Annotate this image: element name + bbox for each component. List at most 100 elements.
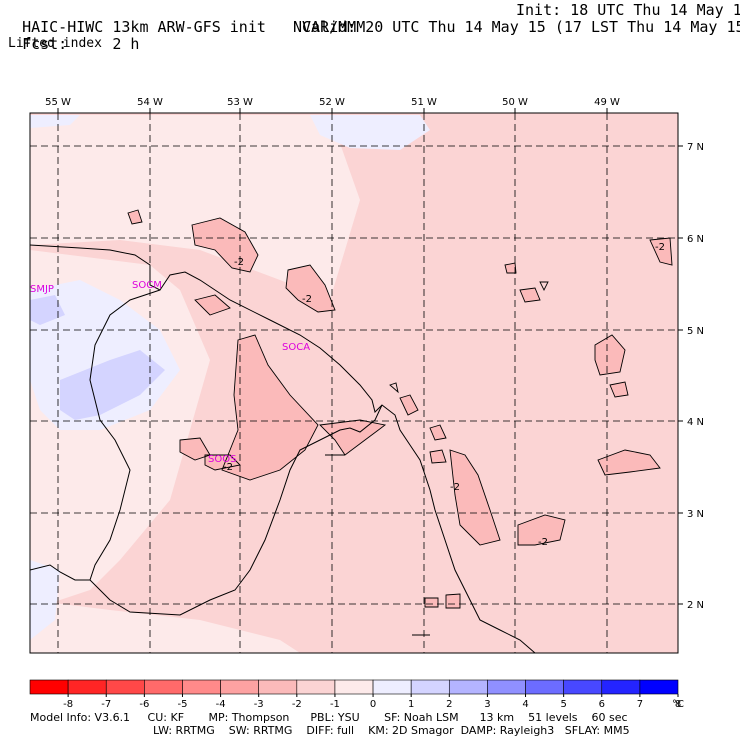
station-label: SOOS bbox=[208, 454, 236, 465]
colorbar-tick-label: -2 bbox=[292, 699, 302, 710]
colorbar-swatch bbox=[334, 679, 374, 695]
init-time: Init: 18 UTC Thu 14 May 15 bbox=[516, 1, 740, 19]
lon-label: 55 W bbox=[45, 97, 71, 108]
forecast-hour: Fcst: 2 h bbox=[22, 35, 140, 53]
colorbar-swatch bbox=[29, 679, 69, 695]
field-minus2-cell bbox=[650, 238, 672, 265]
lon-label: 52 W bbox=[319, 97, 345, 108]
field-minus2-cell bbox=[425, 598, 438, 607]
field-near-zero-north bbox=[30, 115, 360, 300]
field-minus2-cell bbox=[595, 335, 625, 375]
colorbar-tick-label: 7 bbox=[637, 699, 643, 710]
field-positive-north bbox=[310, 115, 430, 150]
colorbar-tick-label: -3 bbox=[254, 699, 264, 710]
lat-label: 7 N bbox=[687, 142, 704, 153]
lon-label: 49 W bbox=[594, 97, 620, 108]
field-minus2-cell bbox=[598, 450, 660, 475]
field-positive-west-core bbox=[60, 350, 165, 420]
contour-label: -2 bbox=[655, 242, 665, 253]
model-info-line1: Model Info: V3.6.1 CU: KF MP: Thompson P… bbox=[30, 711, 628, 724]
field-minus2-cell bbox=[128, 210, 142, 224]
contour-minus2 bbox=[127, 209, 673, 636]
field-minus2-cell bbox=[505, 263, 516, 273]
colorbar-swatch bbox=[601, 679, 641, 695]
colorbar-tick-label: -8 bbox=[63, 699, 73, 710]
colorbar-tick-label: 0 bbox=[370, 699, 376, 710]
colorbar-swatch bbox=[372, 679, 412, 695]
model-title: HAIC-HIWC 13km ARW-GFS init NCAR/MMM bbox=[22, 18, 366, 36]
lat-label: 4 N bbox=[687, 417, 704, 428]
field-minus2-cell bbox=[518, 515, 565, 545]
axis-ticks bbox=[57, 108, 683, 605]
coastline bbox=[30, 244, 536, 653]
field-minus2-cell bbox=[286, 265, 335, 312]
colorbar-swatch bbox=[639, 679, 679, 695]
map-frame bbox=[29, 112, 679, 654]
colorbar-tick-label: 3 bbox=[484, 699, 490, 710]
lat-label: 2 N bbox=[687, 600, 704, 611]
colorbar-swatch bbox=[258, 679, 298, 695]
colorbar-swatch bbox=[487, 679, 526, 695]
field-minus2-cell bbox=[520, 288, 540, 302]
colorbar-tick-label: 2 bbox=[446, 699, 452, 710]
field-minus2-cell bbox=[430, 425, 446, 440]
field-positive-smjp bbox=[30, 295, 65, 325]
colorbar-tick-label: 8 bbox=[675, 699, 681, 710]
colorbar-tick-label: -6 bbox=[139, 699, 149, 710]
field-minus2-cell bbox=[610, 382, 628, 397]
field-minus2-cell bbox=[400, 395, 418, 415]
colorbar-tick-label: 1 bbox=[408, 699, 414, 710]
lon-label: 51 W bbox=[411, 97, 437, 108]
station-label: SOCA bbox=[282, 342, 310, 353]
lat-label: 3 N bbox=[687, 509, 704, 520]
field-name: Lifted index bbox=[8, 36, 102, 51]
field-near-zero-south bbox=[30, 600, 300, 653]
field-minus2-cell bbox=[180, 438, 210, 460]
colorbar: -8 -7 -6 -5 -4 -3 -2 -1 0 1 2 3 4 5 6 7 8°C bbox=[29, 679, 684, 710]
graticule bbox=[30, 113, 678, 653]
lon-label: 50 W bbox=[502, 97, 528, 108]
station-label: SMJP bbox=[30, 284, 54, 295]
colorbar-swatch bbox=[220, 679, 260, 695]
field-minus2-cell bbox=[205, 455, 240, 470]
contour-label: -2 bbox=[538, 537, 548, 548]
colorbar-swatch bbox=[525, 679, 564, 695]
lat-label: 5 N bbox=[687, 326, 704, 337]
field-minus2-cell bbox=[222, 335, 318, 480]
contour-label: -2 bbox=[450, 482, 460, 493]
station-label: SOCM bbox=[132, 280, 162, 291]
colorbar-swatch bbox=[182, 679, 221, 695]
colorbar-tick-label: 5 bbox=[560, 699, 566, 710]
lat-label: 6 N bbox=[687, 234, 704, 245]
colorbar-tick-label: -5 bbox=[177, 699, 187, 710]
colorbar-tick-label: -7 bbox=[101, 699, 111, 710]
field-positive-corner bbox=[30, 115, 80, 128]
lon-label: 54 W bbox=[137, 97, 163, 108]
colorbar-swatch bbox=[448, 679, 488, 695]
colorbar-unit: °C bbox=[672, 699, 684, 710]
field-minus2-cell bbox=[195, 295, 230, 315]
contour-label: -2 bbox=[302, 294, 312, 305]
colorbar-swatch bbox=[67, 679, 107, 695]
colorbar-tick-label: 6 bbox=[599, 699, 605, 710]
colorbar-swatch bbox=[296, 679, 336, 695]
colorbar-swatch bbox=[410, 679, 450, 695]
colorbar-tick-label: -4 bbox=[216, 699, 226, 710]
field-positive-southwest bbox=[30, 560, 60, 640]
colorbar-tick-label: -1 bbox=[330, 699, 340, 710]
colorbar-swatch bbox=[105, 679, 145, 695]
model-info-line2: LW: RRTMG SW: RRTMG DIFF: full KM: 2D Sm… bbox=[153, 724, 630, 737]
field-minus2-cell bbox=[446, 594, 460, 608]
colorbar-tick-label: 4 bbox=[522, 699, 528, 710]
field-minus2-cell bbox=[320, 420, 385, 455]
contour-label: -2 bbox=[234, 257, 244, 268]
field-minus2-cell bbox=[450, 450, 500, 545]
colorbar-swatch bbox=[144, 679, 183, 695]
valid-time: Valid: 20 UTC Thu 14 May 15 (17 LST Thu … bbox=[302, 18, 740, 36]
lon-label: 53 W bbox=[227, 97, 253, 108]
field-minus2-cell bbox=[192, 218, 258, 272]
colorbar-swatch bbox=[563, 679, 603, 695]
field-minus2-cell bbox=[430, 450, 446, 463]
contour-label: -2 bbox=[223, 462, 233, 473]
